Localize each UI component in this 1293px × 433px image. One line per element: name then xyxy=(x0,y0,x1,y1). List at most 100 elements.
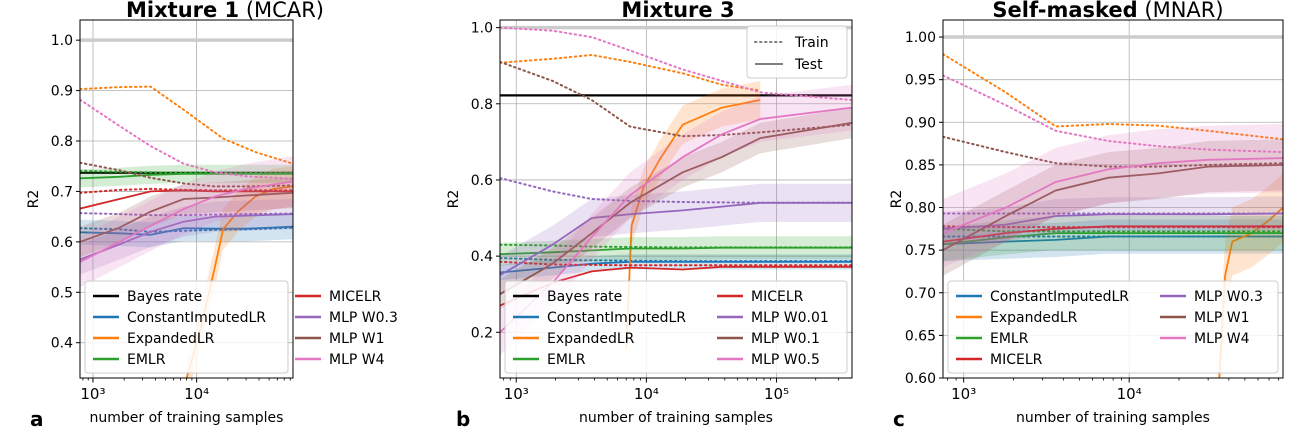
legend-entry: EMLR xyxy=(93,352,166,368)
train-line-mlp-w1 xyxy=(943,135,1283,168)
y-tick-label: 0.75 xyxy=(905,243,936,259)
test-line-emlr xyxy=(500,246,852,256)
legend-label: MLP W0.3 xyxy=(329,310,398,326)
x-tick-label: 10³ xyxy=(80,385,105,403)
train-line-mlp-w4 xyxy=(80,98,293,180)
band-mlp-w1 xyxy=(943,139,1283,276)
legend-entry: MLP W0.1 xyxy=(717,331,820,347)
test-line-mlp-w0-1 xyxy=(500,121,852,295)
legend-entry: Bayes rate xyxy=(513,289,622,305)
legend-entry: EMLR xyxy=(956,331,1029,347)
legend-entry: Bayes rate xyxy=(93,289,202,305)
panel-letter: b xyxy=(456,407,470,431)
test-line-mlp-w0-5 xyxy=(500,106,852,333)
legend-label: ConstantImputedLR xyxy=(990,289,1129,305)
legend-entry: MLP W0.5 xyxy=(717,352,820,368)
legend-label: Bayes rate xyxy=(127,289,202,305)
y-tick-label: 0.6 xyxy=(471,173,493,189)
legend-entry: MLP W1 xyxy=(1160,310,1250,326)
band-mlp-w0-01 xyxy=(500,183,852,295)
plot-area xyxy=(80,85,293,378)
train-line-mlp-w0-1 xyxy=(500,60,852,138)
legend-label: MICELR xyxy=(990,352,1043,368)
test-line-mlp-w1 xyxy=(80,192,293,243)
legend-label: MLP W0.3 xyxy=(1194,289,1263,305)
train-line-emlr xyxy=(80,169,293,174)
title-bold: Mixture 1 xyxy=(126,0,239,22)
x-tick-label: 10⁵ xyxy=(764,385,789,403)
axes-frame xyxy=(499,19,853,379)
legend-entry: MLP W0.3 xyxy=(295,310,398,326)
test-line-constantimputedlr xyxy=(500,260,852,274)
y-tick-label: 0.80 xyxy=(905,201,936,217)
y-tick-label: 0.8 xyxy=(51,134,73,150)
train-line-mlp-w4 xyxy=(943,74,1283,154)
panel-letter: c xyxy=(893,407,905,431)
title-bold: Self-masked xyxy=(992,0,1137,22)
y-tick-label: 1.0 xyxy=(471,21,493,37)
y-tick-label: 0.6 xyxy=(51,235,73,251)
legend-label: ConstantImputedLR xyxy=(127,310,266,326)
y-tick-label: 0.4 xyxy=(51,336,73,352)
band-emlr xyxy=(500,236,852,266)
legend-entry: MLP W0.01 xyxy=(717,310,829,326)
test-line-mlp-w0-3 xyxy=(943,212,1283,230)
legend-label: MICELR xyxy=(751,289,804,305)
x-axis-label: number of training samples xyxy=(90,410,284,426)
legend-label: MICELR xyxy=(329,289,382,305)
legend-label: ExpandedLR xyxy=(127,331,215,347)
legend-label: MLP W0.1 xyxy=(751,331,820,347)
x-axis-label: number of training samples xyxy=(1016,410,1210,426)
legend-label: MLP W4 xyxy=(329,352,385,368)
y-tick-label: 0.8 xyxy=(471,97,493,113)
band-mlp-w0-3 xyxy=(80,199,293,275)
style-legend-label: Train xyxy=(794,35,829,51)
style-legend-label: Test xyxy=(794,57,823,73)
plot-area xyxy=(500,26,852,367)
y-tick-label: 1.00 xyxy=(905,30,936,46)
panel-letter: a xyxy=(30,407,44,431)
legend-entry: ConstantImputedLR xyxy=(513,310,686,326)
train-line-micelr xyxy=(80,187,293,194)
panel-title: Mixture 3 xyxy=(621,0,734,22)
legend-label: Bayes rate xyxy=(547,289,622,305)
train-line-mlp-w1 xyxy=(80,161,293,188)
title-normal: (MCAR) xyxy=(239,0,324,22)
panel-a: 0.4 0.5 0.6 0.7 0.8 0.9 1.0 10³ 10⁴ number of tra… xyxy=(26,0,398,431)
test-line-mlp-w0-01 xyxy=(500,201,852,276)
y-tick-label: 0.90 xyxy=(905,115,936,131)
title-bold: Mixture 3 xyxy=(621,0,734,22)
train-line-expandedlr xyxy=(80,85,293,165)
title-normal: (MNAR) xyxy=(1138,0,1224,22)
legend-label: EMLR xyxy=(990,331,1029,347)
legend-label: ExpandedLR xyxy=(547,331,635,347)
test-line-emlr xyxy=(943,232,1283,246)
train-line-mlp-w0-3 xyxy=(80,212,293,217)
test-line-constantimputedlr xyxy=(943,235,1283,246)
style-legend: Train Test xyxy=(746,25,848,79)
x-axis-label: number of training samples xyxy=(579,410,773,426)
train-line-micelr xyxy=(500,260,852,267)
panel-b: 0.2 0.4 0.6 0.8 1.0 10³ 10⁴ 10⁵ number of traini… xyxy=(446,0,853,431)
band-mlp-w1 xyxy=(80,177,293,257)
test-line-mlp-w1 xyxy=(943,164,1283,251)
legend: ConstantImputedLR ExpandedLR EMLR MICELR MLP… xyxy=(947,280,1279,374)
panel-title: Mixture 1 (MCAR) xyxy=(126,0,324,22)
test-line-micelr xyxy=(943,225,1283,243)
y-axis-label: R2 xyxy=(26,190,42,209)
legend-label: MLP W0.01 xyxy=(751,310,829,326)
legend-entry: MLP W1 xyxy=(295,331,385,347)
legend-label: ExpandedLR xyxy=(990,310,1078,326)
legend-entry: MLP W4 xyxy=(295,352,385,368)
y-tick-label: 0.60 xyxy=(905,371,936,387)
train-line-emlr xyxy=(943,227,1283,233)
legend-entry: MICELR xyxy=(956,352,1043,368)
y-axis-label: R2 xyxy=(446,190,462,209)
test-line-mlp-w0-3 xyxy=(80,213,293,261)
y-tick-label: 0.85 xyxy=(905,158,936,174)
band-emlr xyxy=(80,164,293,188)
x-tick-label: 10⁴ xyxy=(184,385,209,403)
panel-c: 0.60 0.65 0.70 0.75 0.80 0.85 0.90 0.95 1.00 10³ 1… xyxy=(889,0,1284,431)
legend-label: ConstantImputedLR xyxy=(547,310,686,326)
panel-title: Self-masked (MNAR) xyxy=(992,0,1223,22)
